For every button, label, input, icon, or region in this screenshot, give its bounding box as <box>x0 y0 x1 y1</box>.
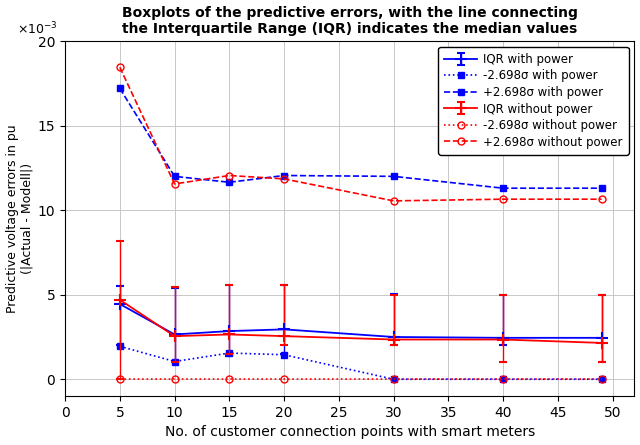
-2.698σ without power <box>225 376 233 382</box>
+2.698σ with power <box>499 186 507 191</box>
X-axis label: No. of customer connection points with smart meters: No. of customer connection points with s… <box>164 425 535 440</box>
Y-axis label: Predictive voltage errors in pu
(|Actual - Modell|): Predictive voltage errors in pu (|Actual… <box>6 124 33 313</box>
-2.698σ without power <box>499 376 507 382</box>
-2.698σ without power <box>116 376 124 382</box>
+2.698σ without power <box>116 65 124 70</box>
Text: $\times10^{-3}$: $\times10^{-3}$ <box>17 21 58 37</box>
Title: Boxplots of the predictive errors, with the line connecting
the Interquartile Ra: Boxplots of the predictive errors, with … <box>122 5 578 36</box>
+2.698σ without power <box>171 181 179 186</box>
+2.698σ without power <box>499 197 507 202</box>
-2.698σ without power <box>171 376 179 382</box>
-2.698σ with power <box>499 376 507 382</box>
Line: +2.698σ without power: +2.698σ without power <box>116 64 605 204</box>
Line: +2.698σ with power: +2.698σ with power <box>117 85 604 191</box>
-2.698σ without power <box>280 376 288 382</box>
+2.698σ without power <box>390 198 397 203</box>
-2.698σ with power <box>280 352 288 357</box>
-2.698σ without power <box>390 376 397 382</box>
Legend: IQR with power, -2.698σ with power, +2.698σ with power, IQR without power, -2.69: IQR with power, -2.698σ with power, +2.6… <box>438 47 628 154</box>
-2.698σ with power <box>116 344 124 349</box>
-2.698σ without power <box>598 376 605 382</box>
+2.698σ with power <box>171 174 179 179</box>
+2.698σ without power <box>598 197 605 202</box>
-2.698σ with power <box>171 359 179 364</box>
+2.698σ with power <box>116 86 124 91</box>
+2.698σ without power <box>225 173 233 178</box>
-2.698σ with power <box>390 376 397 382</box>
+2.698σ with power <box>225 180 233 185</box>
-2.698σ with power <box>598 376 605 382</box>
Line: -2.698σ with power: -2.698σ with power <box>117 344 604 382</box>
+2.698σ without power <box>280 176 288 182</box>
-2.698σ with power <box>225 350 233 356</box>
+2.698σ with power <box>390 174 397 179</box>
+2.698σ with power <box>598 186 605 191</box>
Line: -2.698σ without power: -2.698σ without power <box>116 376 605 383</box>
+2.698σ with power <box>280 173 288 178</box>
